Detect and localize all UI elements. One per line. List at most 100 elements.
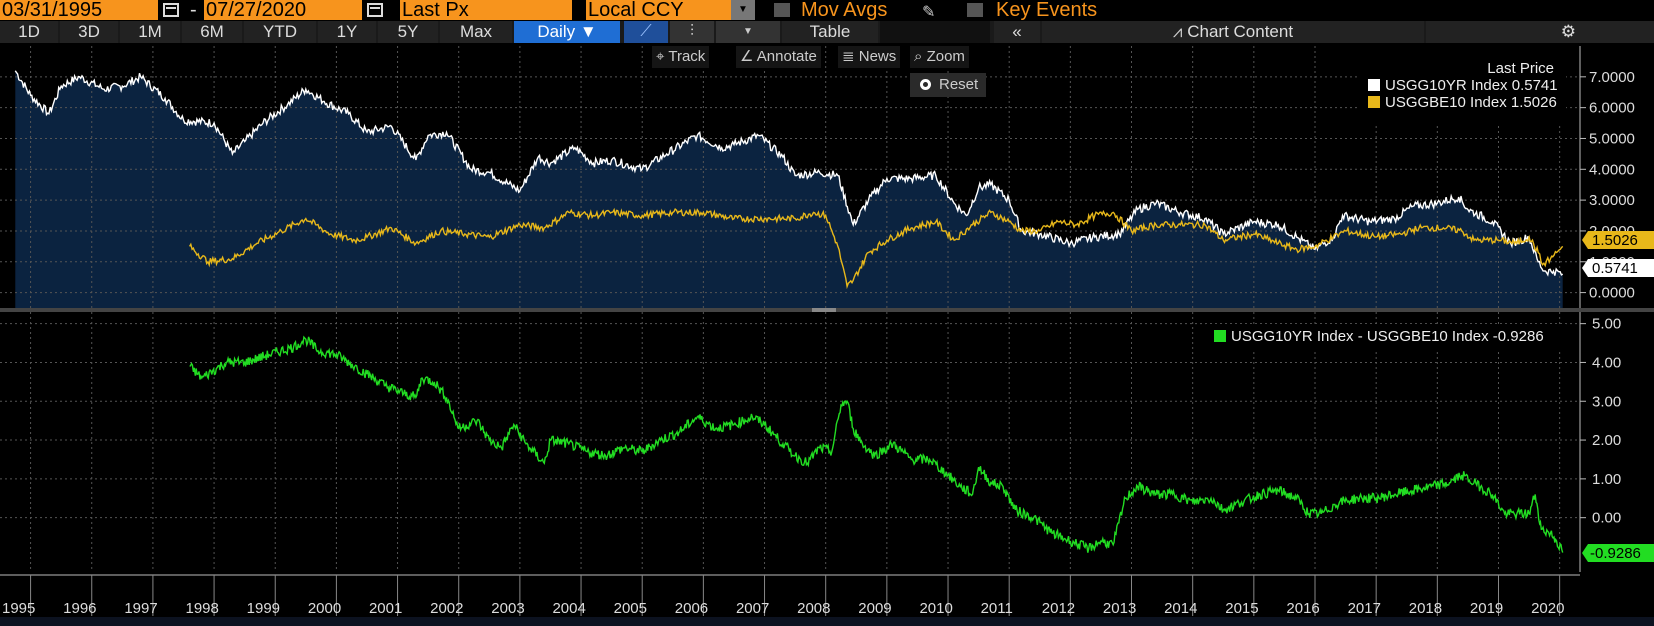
- key-events-label[interactable]: Key Events: [996, 0, 1098, 21]
- yield-area-fill: [15, 70, 1563, 308]
- field-selector[interactable]: Last Px: [400, 0, 572, 20]
- chart-content-icon: ⩘: [1172, 22, 1188, 41]
- gear-icon[interactable]: ⚙: [1560, 22, 1576, 41]
- collapse-button[interactable]: «: [994, 21, 1040, 43]
- series-line-breakeven: [188, 207, 1564, 290]
- crosshair-icon: ⌖: [656, 48, 669, 65]
- tab-max[interactable]: Max: [440, 21, 512, 43]
- y-tick-label: 1.00: [1592, 471, 1621, 488]
- zoom-tool[interactable]: ⌕ Zoom: [910, 46, 969, 68]
- panel-resize-handle: [812, 308, 836, 312]
- y-tick-label: 3.00: [1592, 393, 1621, 410]
- lower-legend: USGG10YR Index - USGGBE10 Index -0.9286: [1206, 324, 1566, 350]
- series-line-spread: [189, 335, 1564, 553]
- end-date-field[interactable]: 07/27/2020: [204, 0, 362, 20]
- reset-label: Reset: [939, 76, 979, 93]
- reset-button[interactable]: Reset: [910, 73, 986, 97]
- calendar-icon[interactable]: [163, 3, 179, 17]
- y-tick-label: 0.00: [1592, 510, 1621, 527]
- chart-content-label: Chart Content: [1187, 22, 1294, 41]
- y-tick-label: 5.00: [1592, 316, 1621, 333]
- pencil-icon[interactable]: ✎: [922, 4, 936, 21]
- track-label: Track: [668, 48, 706, 65]
- key-events-checkbox[interactable]: [967, 3, 983, 17]
- toolbar-top: 03/31/1995 - 07/27/2020 Last Px Local CC…: [0, 0, 1654, 21]
- x-tick-label: 2001: [369, 600, 402, 617]
- start-date-field[interactable]: 03/31/1995: [0, 0, 158, 20]
- x-tick-label: 2008: [797, 600, 830, 617]
- breakeven-last-tag: [1582, 231, 1654, 249]
- series-line-yield: [14, 70, 1564, 277]
- legend-swatch: [1368, 96, 1380, 108]
- y-tick-label: 0.0000: [1589, 285, 1635, 302]
- x-tick-label: 1999: [247, 600, 280, 617]
- mov-avgs-label[interactable]: Mov Avgs: [801, 0, 888, 21]
- yield-last-tag: [1582, 259, 1654, 277]
- chart-content-button[interactable]: ⩘ Chart Content: [1042, 21, 1424, 43]
- x-tick-label: 2000: [308, 600, 341, 617]
- legend-value: -0.9286: [1492, 328, 1544, 345]
- tab-1m[interactable]: 1M: [120, 21, 180, 43]
- x-tick-label: 2018: [1409, 600, 1442, 617]
- magnifier-icon: ⌕: [914, 48, 927, 65]
- tab-5y[interactable]: 5Y: [378, 21, 438, 43]
- x-tick-label: 2015: [1225, 600, 1258, 617]
- tab-6m[interactable]: 6M: [182, 21, 242, 43]
- x-tick-label: 1997: [124, 600, 157, 617]
- legend-title: Last Price: [1487, 60, 1554, 77]
- mov-avgs-checkbox[interactable]: [774, 3, 790, 17]
- news-tool[interactable]: ≣ News: [838, 46, 901, 68]
- currency-selector[interactable]: Local CCY: [586, 0, 731, 20]
- chevron-down-icon[interactable]: ▼: [731, 0, 755, 20]
- track-tool[interactable]: ⌖ Track: [652, 46, 710, 68]
- annotate-icon: ∠: [740, 48, 757, 65]
- x-tick-label: 2002: [430, 600, 463, 617]
- breakeven-last-tag-label: 1.5026: [1592, 232, 1638, 249]
- x-tick-label: 2003: [491, 600, 524, 617]
- legend-item-breakeven: USGGBE10 Index 1.5026: [1358, 94, 1566, 111]
- x-tick-label: 2009: [858, 600, 891, 617]
- x-tick-label: 2005: [614, 600, 647, 617]
- annotate-label: Annotate: [756, 48, 817, 65]
- calendar-icon[interactable]: [367, 3, 383, 17]
- x-tick-label: 2011: [981, 600, 1013, 617]
- tab-ytd[interactable]: YTD: [244, 21, 316, 43]
- y-tick-label: 7.0000: [1589, 69, 1635, 86]
- x-tick-label: 2013: [1103, 600, 1136, 617]
- tab-1y[interactable]: 1Y: [318, 21, 376, 43]
- annotate-tool[interactable]: ∠ Annotate: [736, 46, 821, 68]
- x-tick-label: 2014: [1164, 600, 1197, 617]
- x-tick-label: 2007: [736, 600, 769, 617]
- news-label: News: [858, 48, 897, 65]
- legend-swatch: [1214, 330, 1226, 342]
- x-tick-label: 2004: [552, 600, 585, 617]
- table-button[interactable]: Table: [782, 21, 878, 43]
- legend-value: 1.5026: [1510, 94, 1557, 111]
- legend-value: 0.5741: [1511, 77, 1558, 94]
- spread-last-tag: [1582, 544, 1654, 562]
- frequency-dropdown[interactable]: Daily ▼: [514, 21, 620, 43]
- spacer: [880, 21, 990, 43]
- bar-chart-icon[interactable]: ⫶: [670, 21, 714, 43]
- x-tick-label: 2006: [675, 600, 708, 617]
- legend-name: USGGBE10 Index: [1385, 94, 1507, 111]
- x-tick-label: 2012: [1042, 600, 1075, 617]
- zoom-label: Zoom: [926, 48, 965, 65]
- panel-separator: [0, 308, 1654, 312]
- line-chart-icon[interactable]: ⟋: [624, 21, 668, 43]
- upper-legend: Last Price USGG10YR Index 0.5741 USGGBE1…: [1358, 46, 1566, 126]
- legend-swatch: [1368, 79, 1380, 91]
- tab-3d[interactable]: 3D: [60, 21, 118, 43]
- radio-icon: [920, 79, 931, 90]
- y-tick-label: 2.0000: [1589, 223, 1635, 240]
- chevron-down-icon[interactable]: ▼: [716, 21, 780, 43]
- legend-item-yield: USGG10YR Index 0.5741: [1358, 77, 1566, 94]
- y-tick-label: 6.0000: [1589, 100, 1635, 117]
- tab-1d[interactable]: 1D: [0, 21, 58, 43]
- y-tick-label: 5.0000: [1589, 130, 1635, 147]
- toolbar-range: 1D 3D 1M 6M YTD 1Y 5Y Max Daily ▼ ⟋ ⫶ ▼ …: [0, 21, 1654, 43]
- legend-name: USGG10YR Index - USGGBE10 Index: [1231, 328, 1489, 345]
- date-separator: -: [190, 0, 197, 21]
- x-tick-label: 1996: [63, 600, 96, 617]
- yield-last-tag-label: 0.5741: [1592, 260, 1638, 277]
